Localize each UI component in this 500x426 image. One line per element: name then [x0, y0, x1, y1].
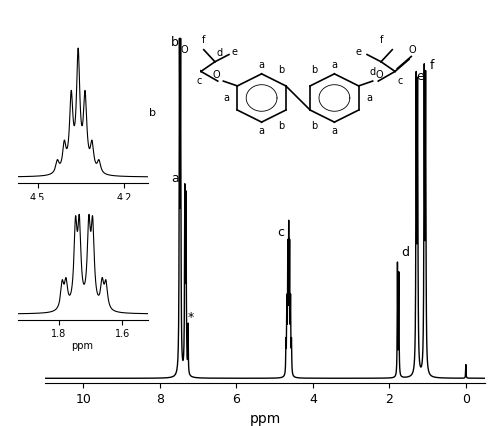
Text: *: *: [188, 311, 194, 324]
Text: d: d: [216, 48, 222, 58]
Text: a: a: [332, 60, 338, 70]
Text: f: f: [430, 59, 434, 72]
Text: a: a: [366, 93, 372, 103]
Text: a: a: [258, 60, 264, 70]
Text: O: O: [213, 70, 220, 80]
Text: O: O: [376, 70, 383, 80]
Text: b: b: [278, 121, 284, 131]
Text: b: b: [149, 108, 156, 118]
Text: b: b: [312, 121, 318, 131]
Text: e: e: [232, 47, 238, 57]
X-axis label: ppm: ppm: [72, 204, 94, 214]
Text: b: b: [171, 35, 179, 49]
Text: O: O: [408, 45, 416, 55]
X-axis label: ppm: ppm: [72, 341, 94, 351]
Text: d: d: [370, 66, 376, 77]
Text: c: c: [277, 226, 284, 239]
Text: b: b: [278, 65, 284, 75]
Text: c: c: [398, 76, 403, 86]
Text: e: e: [416, 69, 424, 83]
Text: a: a: [332, 126, 338, 136]
X-axis label: ppm: ppm: [250, 412, 280, 426]
Text: a: a: [258, 126, 264, 136]
Text: a: a: [224, 93, 230, 103]
Text: a: a: [171, 172, 179, 184]
Text: b: b: [312, 65, 318, 75]
Text: O: O: [180, 45, 188, 55]
Text: d: d: [401, 246, 409, 259]
Text: c: c: [197, 76, 202, 86]
Text: f: f: [380, 35, 382, 45]
Text: e: e: [356, 47, 362, 57]
Text: f: f: [202, 35, 205, 45]
